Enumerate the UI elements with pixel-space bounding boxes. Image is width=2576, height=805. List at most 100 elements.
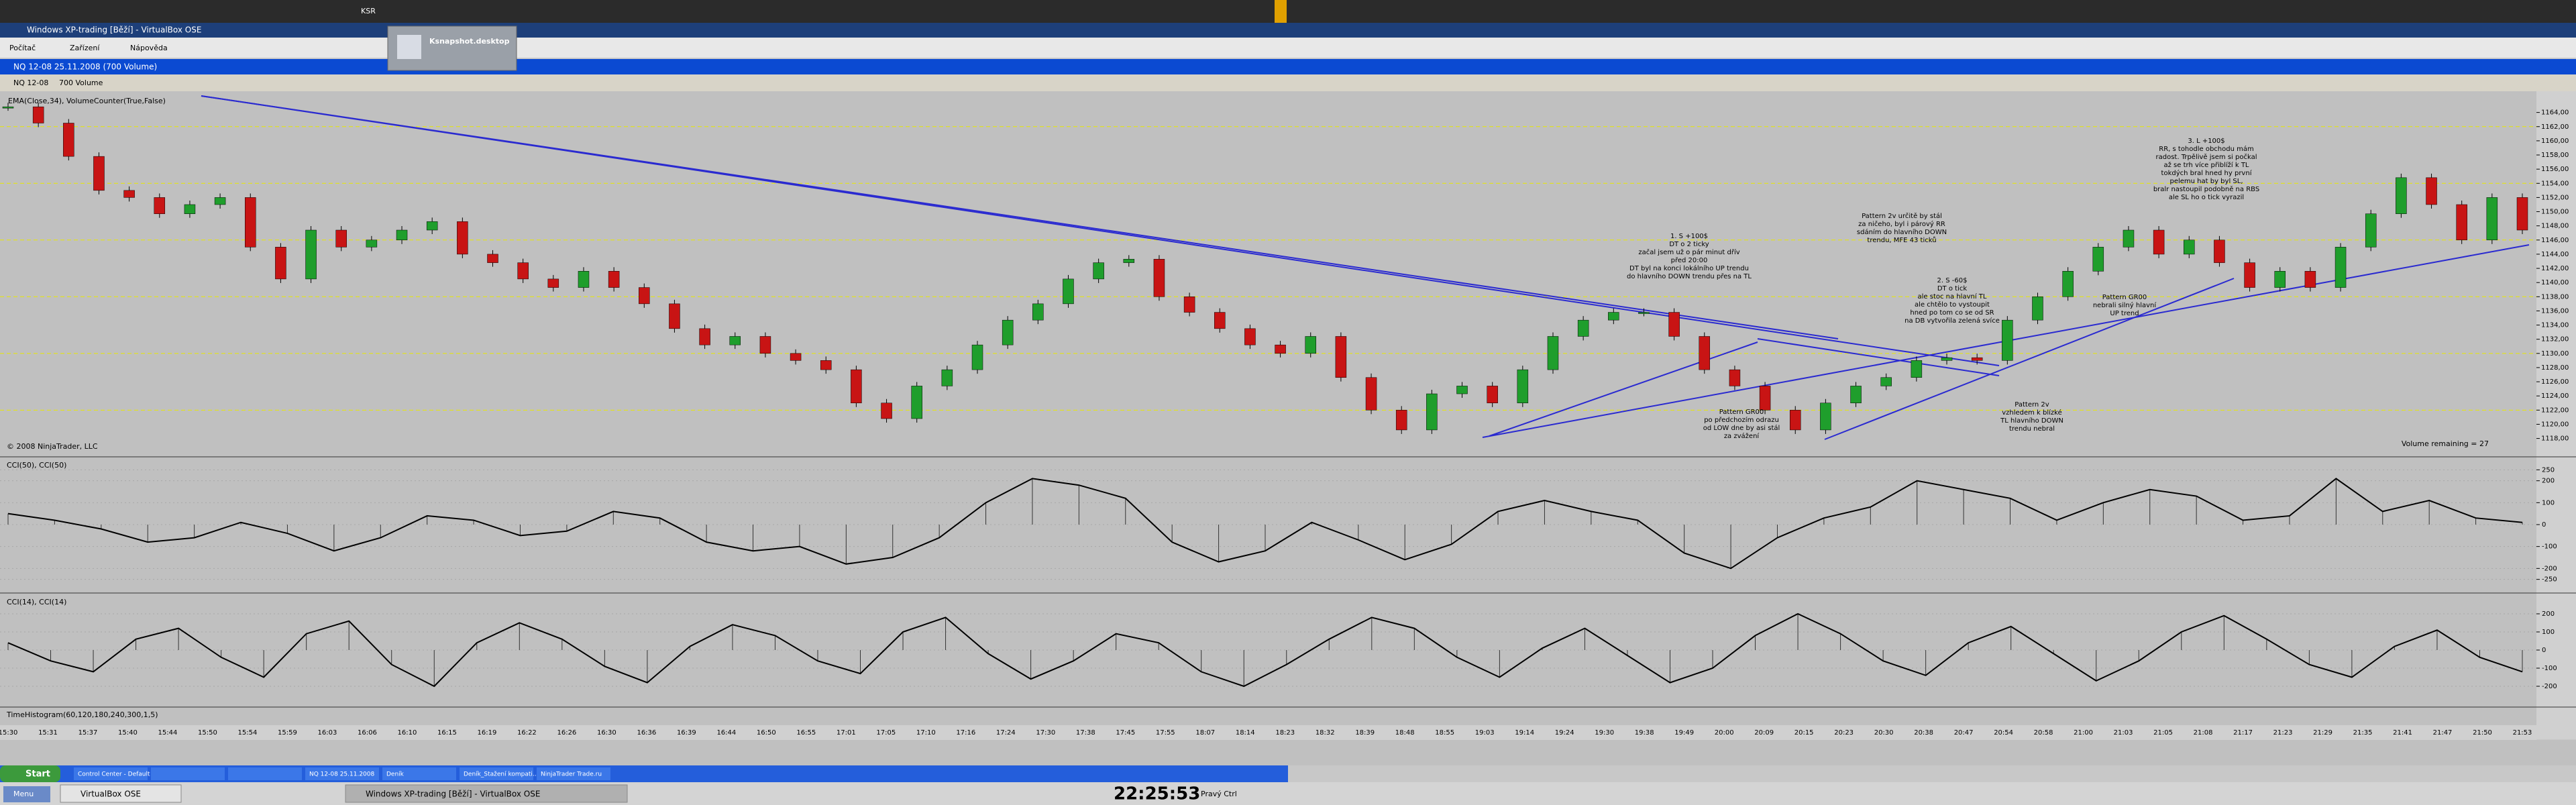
xp-task[interactable] — [151, 767, 225, 780]
candle-body — [2002, 319, 2013, 361]
price-tick-label: 1124,00 — [2541, 392, 2569, 400]
annotation: před 20:00 — [1671, 256, 1708, 264]
xp-task-label: NQ 12-08 25.11.2008 — [309, 771, 374, 778]
xp-task[interactable] — [382, 767, 456, 780]
osc-tick-label: -100 — [2542, 665, 2557, 672]
xp-task[interactable] — [228, 767, 302, 780]
annotation: Pattern GR00 — [1719, 409, 1764, 416]
osc-tick-label: 100 — [2542, 499, 2555, 506]
cci50-label: CCI(50), CCI(50) — [7, 461, 66, 470]
osc-tick-label: 0 — [2542, 647, 2546, 654]
annotation: nebrali silný hlavní — [2093, 301, 2157, 309]
candle-body — [2244, 262, 2255, 288]
candle-body — [2184, 239, 2195, 255]
price-tick-label: 1148,00 — [2541, 223, 2569, 230]
annotation: ale chtělo to vystoupit — [1915, 301, 1990, 309]
candle-body — [759, 336, 771, 354]
xp-task[interactable] — [74, 767, 148, 780]
panel-handle — [1275, 0, 1287, 23]
clock: 22:25:53 — [1114, 784, 1200, 804]
time-label: 21:50 — [2473, 729, 2492, 737]
time-label: 16:19 — [477, 729, 496, 737]
time-label: 21:17 — [2233, 729, 2253, 737]
time-label: 21:05 — [2153, 729, 2173, 737]
price-tick-label: 1122,00 — [2541, 407, 2569, 414]
candle-body — [639, 287, 650, 305]
keyboard-indicator: Pravý Ctrl — [1201, 790, 1237, 798]
time-label: 21:03 — [2114, 729, 2133, 737]
candle-body — [366, 239, 378, 248]
price-tick-label: 1158,00 — [2541, 152, 2569, 159]
osc-tick-label: 200 — [2542, 478, 2555, 485]
time-label: 16:26 — [557, 729, 576, 737]
time-label: 21:29 — [2313, 729, 2332, 737]
menu-button[interactable] — [3, 786, 50, 802]
histogram-label: TimeHistogram(60,120,180,240,300,1,5) — [6, 710, 158, 719]
start-button[interactable] — [0, 765, 60, 782]
candle-body — [1789, 410, 1801, 431]
price-tick-label: 1118,00 — [2541, 435, 2569, 443]
candle-body — [881, 402, 892, 419]
time-label: 20:30 — [1874, 729, 1894, 737]
time-label: 17:45 — [1116, 729, 1135, 737]
menu-item[interactable]: Nápověda — [130, 44, 168, 52]
time-label: 15:59 — [278, 729, 297, 737]
host-task[interactable] — [345, 784, 628, 803]
xp-task[interactable] — [537, 767, 610, 780]
time-label: 18:07 — [1195, 729, 1215, 737]
time-label: 17:24 — [996, 729, 1016, 737]
annotation: 3. L +100$ — [2188, 138, 2224, 145]
candle-body — [1638, 312, 1650, 314]
candle-body — [2153, 229, 2165, 255]
price-tick-label: 1150,00 — [2541, 209, 2569, 216]
volume-remaining: Volume remaining = 27 — [2402, 439, 2489, 448]
popup-icon — [397, 35, 421, 59]
price-tick-label: 1134,00 — [2541, 322, 2569, 329]
xp-task[interactable] — [460, 767, 533, 780]
candle-body — [1820, 402, 1831, 431]
candle-body — [396, 229, 408, 241]
candle-body — [2304, 271, 2316, 288]
price-tick-label: 1164,00 — [2541, 109, 2569, 117]
menu-item[interactable]: Zařízení — [70, 44, 100, 52]
candle-body — [2456, 204, 2467, 241]
candle-body — [1365, 377, 1377, 411]
time-label: 19:30 — [1595, 729, 1614, 737]
annotation: Pattern GR00 — [2102, 294, 2147, 301]
time-label: 19:38 — [1635, 729, 1654, 737]
candle-body — [1153, 259, 1165, 297]
osc-tick-label: 200 — [2542, 610, 2555, 618]
price-tick-label: 1144,00 — [2541, 251, 2569, 258]
candle-body — [2123, 229, 2135, 248]
trend-line — [1757, 338, 2000, 376]
time-label: 19:03 — [1475, 729, 1495, 737]
menu-label: Menu — [13, 790, 34, 798]
candle-body — [1729, 369, 1741, 386]
price-tick-label: 1140,00 — [2541, 279, 2569, 286]
host-task[interactable] — [60, 784, 182, 803]
candle-body — [699, 328, 710, 345]
time-label: 21:35 — [2353, 729, 2373, 737]
menu-item[interactable]: Počítač — [9, 44, 36, 52]
candle-body — [1487, 386, 1498, 404]
candle-body — [457, 221, 468, 255]
candle-body — [2426, 177, 2437, 205]
osc-tick-label: 250 — [2542, 466, 2555, 474]
cci14-label: CCI(14), CCI(14) — [7, 598, 66, 606]
candle-body — [2062, 271, 2074, 297]
time-label: 17:01 — [837, 729, 856, 737]
annotation: Pattern 2v — [2015, 401, 2049, 409]
candle-body — [941, 369, 953, 386]
candle-body — [2092, 247, 2104, 272]
time-label: 16:50 — [757, 729, 776, 737]
time-axis — [0, 725, 2536, 740]
candle-body — [2032, 297, 2043, 321]
price-tick-label: 1128,00 — [2541, 364, 2569, 372]
time-label: 18:55 — [1435, 729, 1454, 737]
time-label: 17:38 — [1076, 729, 1095, 737]
candle-body — [2334, 247, 2347, 288]
candle-body — [426, 221, 438, 231]
candle-body — [2396, 177, 2407, 214]
time-label: 16:10 — [398, 729, 417, 737]
xp-task[interactable] — [305, 767, 379, 780]
